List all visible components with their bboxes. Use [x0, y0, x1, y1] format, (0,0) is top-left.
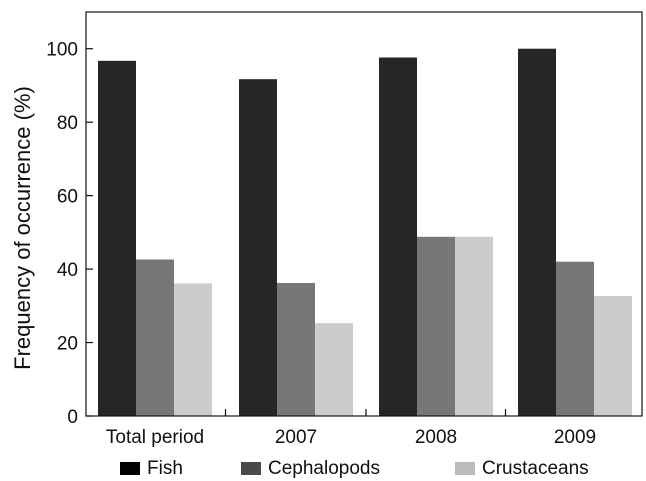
bar-cephalopods-total-period	[136, 259, 174, 416]
legend-swatch-cephalopods	[241, 462, 261, 475]
bar-crustaceans-2008	[455, 236, 493, 416]
x-tick-label: 2007	[275, 427, 317, 448]
legend-swatch-crustaceans	[455, 462, 475, 475]
plot-frame	[85, 11, 643, 417]
x-tick-label: 2008	[415, 427, 457, 448]
legend-label-fish: Fish	[147, 458, 183, 479]
bar-cephalopods-2007	[277, 283, 315, 416]
bar-crustaceans-2007	[315, 323, 353, 416]
bar-cephalopods-2008	[417, 236, 455, 416]
y-tick-label: 60	[57, 187, 78, 208]
y-axis-label: Frequency of occurrence (%)	[10, 86, 35, 370]
bar-fish-total-period	[98, 60, 136, 417]
y-tick-label: 100	[46, 40, 78, 61]
bar-cephalopods-2009	[556, 261, 594, 416]
bar-fish-2009	[518, 48, 556, 416]
bar-fish-2008	[379, 57, 417, 416]
legend-label-cephalopods: Cephalopods	[268, 458, 380, 479]
legend: Fish Cephalopods Crustaceans	[120, 458, 589, 479]
bar-crustaceans-2009	[594, 295, 632, 416]
bars-group	[98, 48, 632, 417]
y-tick-label: 40	[57, 260, 78, 281]
y-tick-label: 20	[57, 334, 78, 355]
x-axis: Total period 2007 2008 2009	[106, 409, 596, 448]
legend-swatch-fish	[120, 462, 140, 475]
x-tick-label: 2009	[554, 427, 596, 448]
bar-crustaceans-total-period	[174, 283, 212, 416]
y-tick-label: 80	[57, 113, 78, 134]
y-axis: 0 20 40 60 80 100	[46, 40, 93, 428]
y-tick-label: 0	[67, 407, 78, 428]
bar-fish-2007	[239, 79, 277, 416]
legend-label-crustaceans: Crustaceans	[482, 458, 589, 479]
x-tick-label: Total period	[106, 427, 204, 448]
